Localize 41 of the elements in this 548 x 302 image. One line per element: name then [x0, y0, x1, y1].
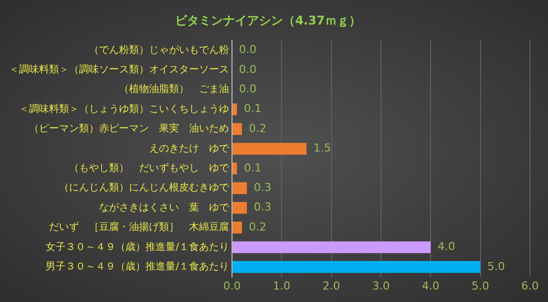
data-label: 4.0	[438, 240, 456, 254]
y-tick-label: ながさきはくさい 葉 ゆで	[99, 201, 230, 214]
y-tick-label: （植物油脂類） ごま油	[119, 83, 229, 96]
data-label: 1.5	[314, 142, 331, 155]
y-tick-label: （でん粉類）じゃがいもでん粉	[89, 44, 229, 56]
data-label: 0.2	[248, 122, 266, 135]
x-tick-label: 6.0	[521, 279, 539, 292]
x-tick-label: 2.0	[322, 279, 340, 292]
y-tick-label: （にんじん類）にんじん根皮むきゆで	[59, 182, 230, 194]
x-tick-label: 5.0	[472, 279, 490, 292]
bar	[232, 123, 242, 135]
data-label: 0.0	[239, 43, 256, 56]
y-tick-label: ＜調味料類＞（調味ソース類）オイスターソース	[9, 64, 229, 76]
bar	[232, 142, 306, 155]
data-label: 0.0	[239, 82, 256, 96]
data-label: 0.3	[254, 181, 272, 194]
y-tick-label: （もやし類） だいずもやし ゆで	[69, 162, 230, 174]
data-label: 0.3	[254, 200, 272, 214]
bar	[232, 182, 247, 194]
bar	[232, 241, 431, 254]
bar	[232, 162, 237, 174]
x-tick-label: 3.0	[372, 279, 390, 292]
bar	[232, 202, 247, 214]
data-label: 5.0	[487, 260, 505, 273]
x-tick-label: 4.0	[422, 279, 440, 292]
bar	[232, 222, 242, 234]
y-tick-label: （ピーマン類）赤ピーマン 果実 油いため	[29, 122, 229, 135]
y-tick-label: えのきたけ ゆで	[149, 143, 230, 154]
y-tick-label: 女子３０～４９（歳）推進量/１食あたり	[46, 240, 229, 253]
data-label: 0.1	[244, 102, 262, 116]
chart-title: ビタミンナイアシン（4.37ｍｇ）	[175, 13, 361, 28]
y-tick-label: 男子３０～４９（歳）推進量/１食あたり	[46, 260, 229, 273]
x-tick-label: 0.0	[223, 279, 241, 292]
data-label: 0.1	[244, 161, 262, 174]
data-label: 0.2	[248, 220, 266, 234]
y-tick-label: ＜調味料類＞（しょうゆ類）こいくちしょうゆ	[19, 102, 229, 115]
data-label: 0.0	[239, 62, 256, 76]
bar	[232, 103, 237, 116]
x-tick-label: 1.0	[272, 279, 290, 292]
bar	[232, 261, 480, 273]
y-tick-label: だいず ［豆腐・油揚げ類］ 木綿豆腐	[49, 221, 229, 234]
